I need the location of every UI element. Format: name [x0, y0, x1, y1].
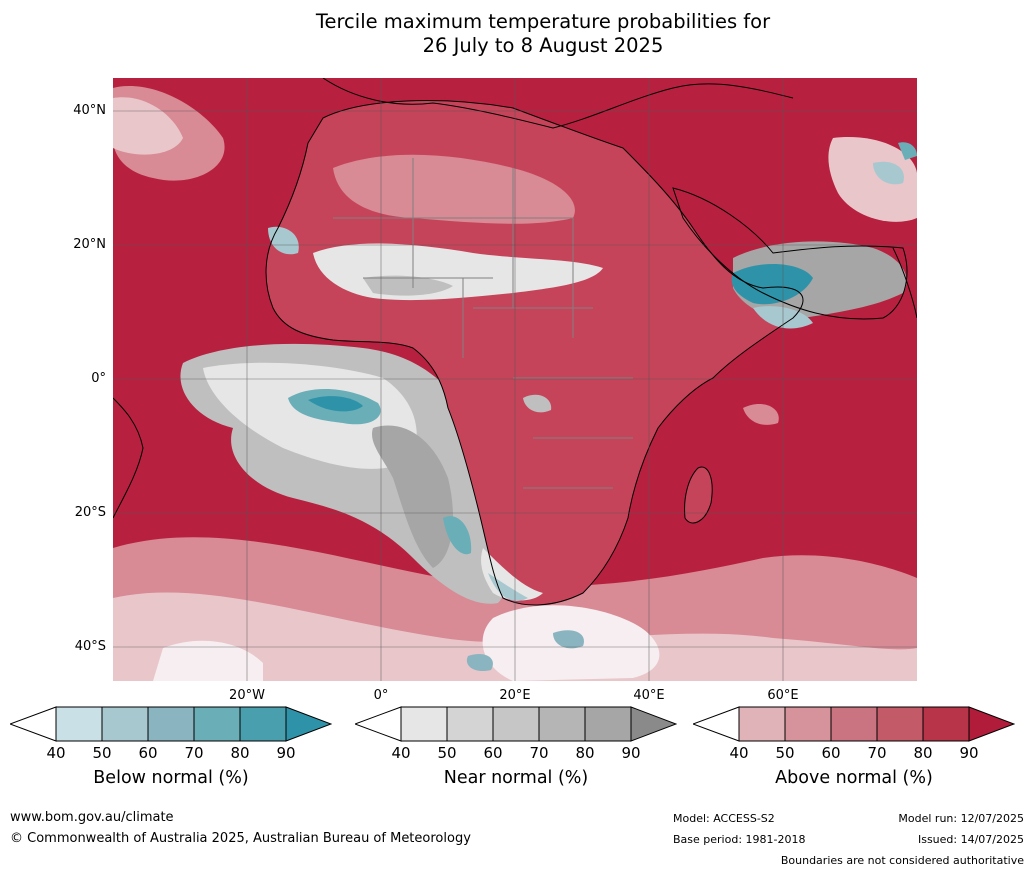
cbar-below-over	[285, 706, 332, 742]
footer-model-run: Model run: 12/07/2025	[898, 812, 1024, 825]
cbar-near-label: Near normal (%)	[443, 768, 589, 788]
cbar-near-seg-4	[538, 706, 586, 742]
footer-website: www.bom.gov.au/climate	[10, 810, 174, 825]
country-borders	[333, 158, 633, 489]
cbar-below-label: Below normal (%)	[93, 768, 249, 788]
cbar-near-seg-5	[584, 706, 632, 742]
atlantic-near-dark	[372, 425, 453, 568]
cbar-above-tick-60: 60	[821, 744, 841, 762]
cbar-below-tick-90: 90	[276, 744, 296, 762]
south-ocean-white-patch-2	[153, 640, 263, 681]
graticule	[113, 78, 917, 681]
cbar-above-under	[693, 706, 740, 742]
lat-label-eq: 0°	[91, 371, 106, 386]
south-ocean-below-spot	[553, 630, 584, 649]
atlantic-pale-patch-2	[113, 97, 183, 155]
cbar-below-tick-60: 60	[138, 744, 158, 762]
lat-label-20n: 20°N	[73, 237, 106, 252]
namibia-below-patch	[443, 516, 472, 555]
cbar-near-tick-40: 40	[391, 744, 411, 762]
south-ocean-pale-band	[113, 592, 917, 681]
colorbar-below-normal	[10, 706, 332, 742]
cbar-below-tick-40: 40	[46, 744, 66, 762]
cbar-above-label: Above normal (%)	[775, 768, 933, 788]
cbar-below-seg-5	[239, 706, 287, 742]
lon-label-40e: 40°E	[633, 688, 665, 703]
iran-pale	[828, 137, 917, 222]
sahel-near-mid	[363, 275, 453, 296]
cbar-above-seg-2	[784, 706, 832, 742]
cbar-near-seg-3	[492, 706, 540, 742]
cbar-near-tick-50: 50	[437, 744, 457, 762]
cbar-below-tick-70: 70	[184, 744, 204, 762]
cbar-above-seg-4	[876, 706, 924, 742]
footer-disclaimer: Boundaries are not considered authoritat…	[780, 854, 1024, 867]
lat-label-40n: 40°N	[73, 103, 106, 118]
cbar-near-over	[630, 706, 677, 742]
lat-label-40s: 40°S	[74, 639, 106, 654]
europe-coastline	[322, 78, 794, 129]
footer-base-period: Base period: 1981-2018	[673, 833, 806, 846]
indian-ocean-pale	[743, 403, 779, 425]
lon-label-60e: 60°E	[767, 688, 799, 703]
arabia-coastline	[672, 187, 908, 320]
lat-label-20s: 20°S	[74, 505, 106, 520]
footer-model: Model: ACCESS-S2	[673, 812, 775, 825]
cbar-above-seg-3	[830, 706, 878, 742]
iran-below	[873, 161, 904, 185]
madagascar	[684, 466, 713, 524]
africa-coastline	[265, 100, 804, 606]
footer-issued: Issued: 14/07/2025	[917, 833, 1024, 846]
cbar-above-tick-70: 70	[867, 744, 887, 762]
iran-below-spot	[898, 142, 917, 160]
colorbar-near-normal	[355, 706, 677, 742]
congo-near-spot	[523, 394, 552, 413]
title-line-1: Tercile maximum temperature probabilitie…	[315, 10, 771, 33]
cbar-near-tick-70: 70	[529, 744, 549, 762]
south-ocean-below-spot-2	[466, 653, 493, 672]
cbar-above-seg-5	[922, 706, 970, 742]
colorbar-above-normal	[693, 706, 1015, 742]
cbar-below-under	[10, 706, 57, 742]
cbar-near-seg-2	[446, 706, 494, 742]
sahara-above-light	[333, 154, 575, 224]
cbar-below-seg-2	[101, 706, 149, 742]
arabia-below-normal	[731, 263, 813, 305]
africa-landmass	[266, 100, 803, 605]
cbar-below-seg-4	[193, 706, 241, 742]
chart-title: Tercile maximum temperature probabilitie…	[113, 10, 973, 58]
cbar-below-seg-3	[147, 706, 195, 742]
cbar-above-over	[968, 706, 1015, 742]
west-africa-below	[268, 226, 299, 255]
probability-map	[113, 78, 917, 681]
cbar-near-seg-1	[400, 706, 448, 742]
cbar-below-tick-50: 50	[92, 744, 112, 762]
india-coastline	[892, 247, 917, 319]
cbar-near-tick-80: 80	[575, 744, 595, 762]
cbar-below-tick-80: 80	[230, 744, 250, 762]
cbar-above-seg-1	[738, 706, 786, 742]
cbar-near-tick-60: 60	[483, 744, 503, 762]
south-america-coastline	[113, 397, 144, 519]
cbar-near-under	[355, 706, 402, 742]
footer-copyright: © Commonwealth of Australia 2025, Austra…	[10, 831, 471, 846]
cbar-above-tick-50: 50	[775, 744, 795, 762]
cbar-below-seg-1	[55, 706, 103, 742]
map-svg	[113, 78, 917, 681]
south-africa-below	[488, 573, 528, 601]
atlantic-below-core	[308, 396, 363, 412]
lon-label-20w: 20°W	[229, 688, 265, 703]
lon-label-0: 0°	[373, 688, 389, 703]
cbar-above-tick-80: 80	[913, 744, 933, 762]
title-line-2: 26 July to 8 August 2025	[422, 34, 664, 57]
lon-label-20e: 20°E	[499, 688, 531, 703]
cbar-above-tick-90: 90	[959, 744, 979, 762]
cbar-near-tick-90: 90	[621, 744, 641, 762]
cbar-above-tick-40: 40	[729, 744, 749, 762]
